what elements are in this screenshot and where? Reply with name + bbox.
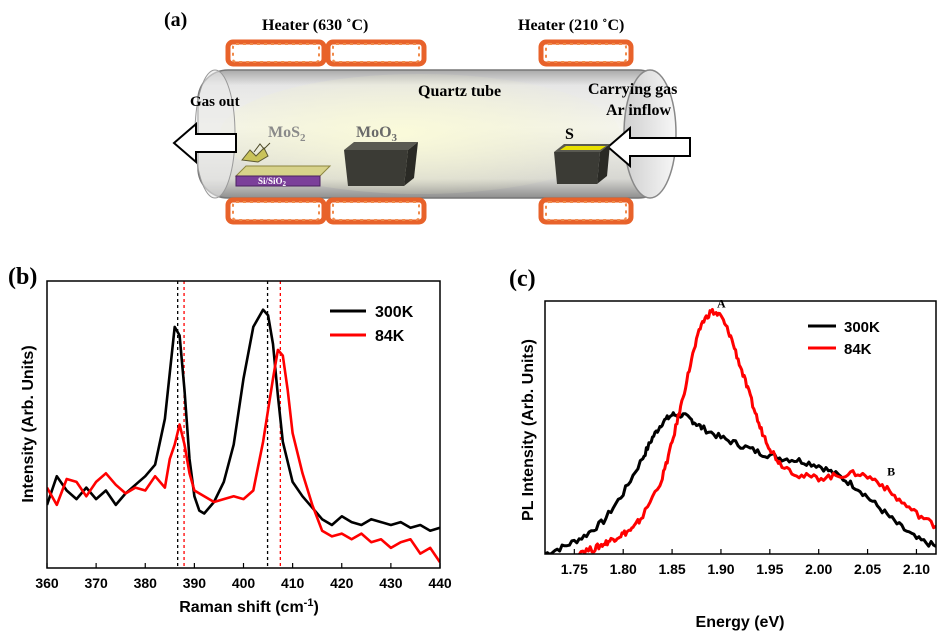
- x-tick-label: 1.80: [610, 561, 637, 577]
- moo3-label: MoO3: [356, 124, 398, 144]
- annotations: AB: [717, 296, 895, 478]
- ar-inflow-arrow-icon: [606, 125, 691, 169]
- x-tick-label: 1.75: [561, 561, 588, 577]
- sulfur-label: S: [565, 126, 574, 143]
- panel-b-raman-chart: (b) 360 370 380 390 400 410 420 430 440 Raman sh…: [8, 264, 452, 616]
- heater-right-label: Heater (210 ˚C): [518, 17, 624, 34]
- legend-entry: 84K: [844, 341, 872, 358]
- x-tick-label: 2.00: [805, 561, 832, 577]
- sulfur-boat: [554, 144, 610, 184]
- x-tick-label: 380: [134, 575, 158, 591]
- heater-coil: [225, 197, 327, 225]
- heater-coil: [325, 197, 427, 225]
- panel-b-label: (b): [8, 264, 37, 290]
- substrate-label: Si/SiO2: [258, 176, 287, 188]
- heater-left-label: Heater (630 ˚C): [262, 17, 368, 34]
- x-tick-label: 2.10: [903, 561, 930, 577]
- peak-annotation: A: [717, 296, 726, 310]
- mos2-label: MoS2: [268, 124, 306, 144]
- series-line-300K: [47, 308, 440, 532]
- x-tick-label: 360: [35, 575, 59, 591]
- series-line-84K: [47, 348, 440, 564]
- peak-annotation: B: [887, 465, 895, 479]
- legend-entry: 84K: [375, 328, 405, 345]
- substrate-with-mos2: [234, 142, 332, 187]
- x-tick-label: 440: [428, 575, 452, 591]
- panel-c-pl-chart: (c) 1.75 1.80 1.85 1.90 1.95 2.00 2.05 2.10 AB …: [509, 266, 937, 631]
- legend-entry: 300K: [375, 304, 414, 321]
- heater-coils-top: [225, 39, 634, 67]
- legend: 300K 84K: [808, 319, 880, 358]
- plot-frame: [544, 300, 937, 555]
- x-tick-label: 410: [281, 575, 305, 591]
- carrying-gas-label: Carrying gas: [588, 81, 677, 98]
- gas-out-arrow-icon: [172, 121, 237, 165]
- y-axis-label: PL Intensity (Arb. Units): [520, 339, 537, 521]
- quartz-tube-label: Quartz tube: [418, 83, 501, 100]
- panel-c-label: (c): [509, 266, 536, 292]
- heater-coil: [538, 197, 634, 225]
- panel-a-label: (a): [164, 9, 187, 31]
- x-tick-label: 390: [183, 575, 207, 591]
- series-group: [545, 308, 936, 554]
- plot-frame: [46, 280, 441, 569]
- x-axis: 1.75 1.80 1.85 1.90 1.95 2.00 2.05 2.10: [561, 549, 930, 577]
- series-line-84K: [577, 308, 936, 554]
- x-tick-label: 420: [330, 575, 354, 591]
- moo3-boat: [344, 142, 418, 186]
- x-tick-label: 2.05: [854, 561, 881, 577]
- series-group: [47, 308, 440, 564]
- heater-coils-bottom: [225, 197, 634, 225]
- x-tick-label: 430: [379, 575, 403, 591]
- x-axis-label: Energy (eV): [696, 614, 785, 631]
- x-tick-label: 1.85: [658, 561, 685, 577]
- series-line-300K: [545, 411, 936, 554]
- x-axis-label: Raman shift (cm-1): [179, 597, 319, 616]
- y-axis-label: Intensity (Arb. Units): [20, 345, 37, 502]
- heater-coil: [538, 39, 634, 67]
- legend: 300K 84K: [330, 304, 414, 345]
- gas-out-label: Gas out: [190, 94, 240, 110]
- heater-coil: [225, 39, 327, 67]
- x-tick-label: 370: [84, 575, 108, 591]
- x-tick-label: 1.95: [756, 561, 783, 577]
- ar-inflow-label: Ar inflow: [606, 102, 671, 119]
- x-tick-label: 1.90: [707, 561, 734, 577]
- x-axis: 360 370 380 390 400 410 420 430 440: [35, 563, 452, 591]
- panel-a-schematic: (a) Heater (630 ˚C) Heater (210 ˚C) Gas …: [164, 9, 691, 225]
- x-tick-label: 400: [232, 575, 256, 591]
- legend-entry: 300K: [844, 319, 880, 336]
- heater-coil: [325, 39, 427, 67]
